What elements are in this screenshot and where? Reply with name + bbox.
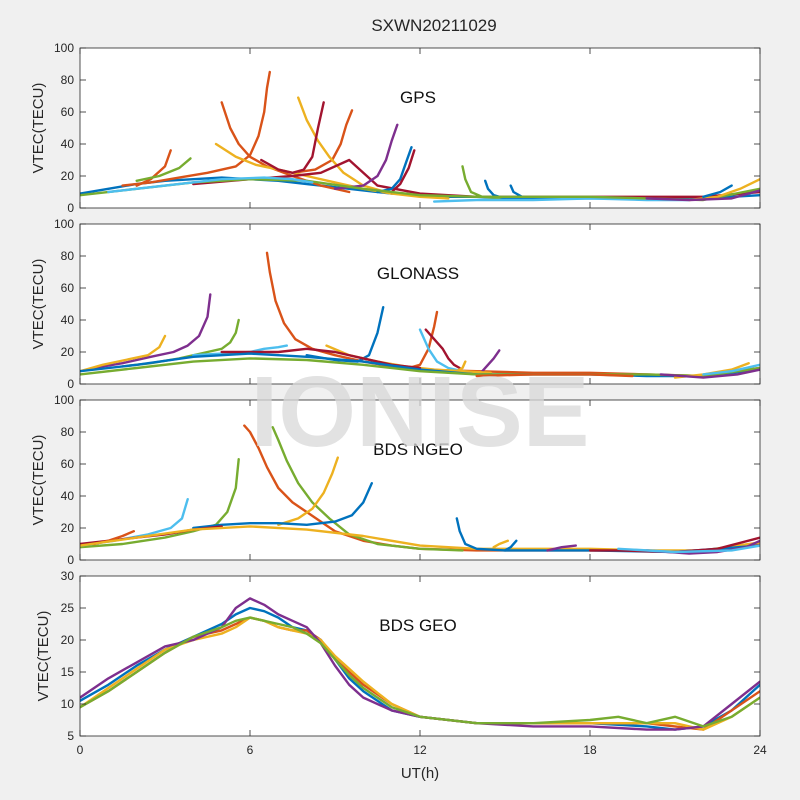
series-line (333, 123, 399, 190)
series-line (277, 456, 339, 526)
y-tick-label: 25 (61, 601, 75, 615)
y-tick-label: 100 (54, 217, 74, 231)
series-group (80, 251, 760, 379)
series-line (481, 349, 501, 373)
y-tick-label: 80 (61, 425, 75, 439)
axes-area (80, 576, 760, 736)
series-line (80, 357, 760, 378)
panel-gps: 0 20 40 60 80 100 VTEC(TECU) GPS (30, 41, 761, 215)
y-tick-label: 0 (67, 553, 74, 567)
y-tick-label: 100 (54, 41, 74, 55)
panel-label: GPS (400, 88, 436, 107)
series-line (107, 176, 314, 194)
x-tick-label: 6 (247, 743, 254, 757)
panel-bds-ngeo: 0 20 40 60 80 100 VTEC(TECU) BDS NGEO (30, 393, 761, 567)
series-line (93, 293, 212, 370)
series-group (80, 424, 760, 555)
x-tick-label: 0 (77, 743, 84, 757)
series-line (390, 149, 416, 194)
series-line (546, 544, 577, 552)
y-tick-label: 0 (67, 201, 74, 215)
series-line (271, 426, 464, 552)
panel-label: BDS NGEO (373, 440, 463, 459)
series-line (291, 109, 354, 174)
y-tick-label: 60 (61, 105, 75, 119)
series-line (80, 616, 760, 728)
y-axis-label: VTEC(TECU) (30, 83, 47, 174)
series-line (80, 334, 167, 373)
series-line (433, 197, 691, 203)
series-line (702, 184, 733, 198)
y-tick-label: 60 (61, 281, 75, 295)
series-line (503, 539, 518, 552)
series-line (214, 142, 450, 200)
y-tick-label: 80 (61, 73, 75, 87)
panel-label: BDS GEO (379, 616, 456, 635)
series-line (376, 146, 413, 194)
y-tick-label: 0 (67, 377, 74, 391)
series-line (424, 328, 461, 370)
y-axis-label: VTEC(TECU) (30, 435, 47, 526)
watermark: IONISE (251, 356, 590, 468)
figure-title: SXWN20211029 (371, 16, 496, 35)
series-line (80, 352, 760, 378)
series-line (220, 101, 351, 194)
series-line (135, 149, 172, 187)
y-tick-label: 20 (61, 345, 75, 359)
y-tick-label: 40 (61, 137, 75, 151)
series-line (192, 158, 760, 198)
y-axis-label: VTEC(TECU) (35, 611, 52, 702)
y-tick-label: 60 (61, 457, 75, 471)
series-line (492, 539, 509, 549)
x-tick-label: 12 (413, 743, 427, 757)
x-tick-label: 18 (583, 743, 597, 757)
x-tick-label: 24 (753, 743, 767, 757)
y-tick-label: 10 (61, 697, 75, 711)
y-tick-label: 20 (61, 633, 75, 647)
series-line (192, 344, 288, 357)
series-line (135, 157, 192, 182)
series-line (702, 363, 760, 376)
y-tick-label: 80 (61, 249, 75, 263)
y-tick-label: 30 (61, 569, 75, 583)
y-tick-label: 100 (54, 393, 74, 407)
y-tick-label: 20 (61, 169, 75, 183)
axes-area (80, 400, 760, 560)
series-group (80, 597, 760, 731)
y-tick-label: 40 (61, 313, 75, 327)
series-line (475, 373, 634, 378)
y-tick-label: 20 (61, 521, 75, 535)
y-tick-label: 15 (61, 665, 75, 679)
series-line (659, 368, 760, 379)
x-axis-label: UT(h) (401, 765, 439, 782)
panel-bds-geo: 5 10 15 20 25 30 0 6 12 18 24 VTEC(TECU) BDS GEO (35, 569, 767, 757)
series-line (617, 544, 760, 554)
panel-label: GLONASS (377, 264, 459, 283)
series-group (80, 70, 760, 203)
y-tick-label: 5 (67, 729, 74, 743)
panel-glonass: 0 20 40 60 80 100 VTEC(TECU) GLONASS (30, 217, 761, 391)
series-line (645, 189, 760, 202)
series-line (80, 597, 760, 731)
series-line (260, 101, 325, 174)
y-tick-label: 40 (61, 489, 75, 503)
series-line (192, 482, 373, 530)
y-axis-label: VTEC(TECU) (30, 259, 47, 350)
